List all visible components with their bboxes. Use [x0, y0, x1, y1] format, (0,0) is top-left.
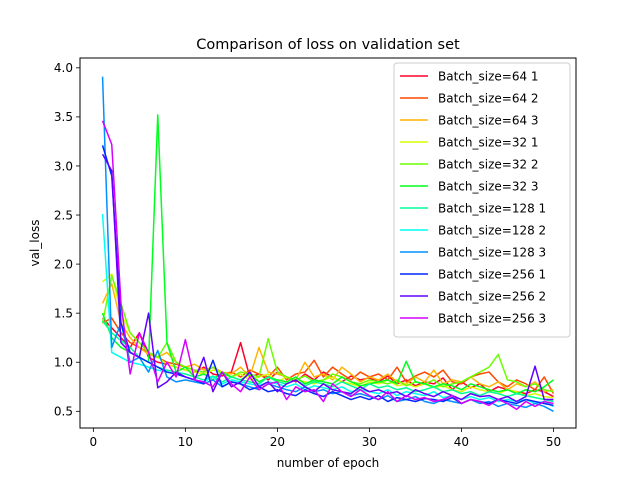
- chart-title: Comparison of loss on validation set: [196, 37, 460, 53]
- x-axis: 0 10 20 30 40 50: [90, 428, 561, 449]
- legend-entry-label: Batch_size=128 2: [438, 223, 546, 237]
- x-tick-label: 0: [90, 435, 98, 449]
- legend-entry-label: Batch_size=256 3: [438, 311, 546, 325]
- legend-entry-label: Batch_size=32 1: [438, 135, 539, 149]
- y-axis-label: val_loss: [28, 220, 42, 267]
- y-tick-label: 1.0: [54, 356, 73, 370]
- x-tick-label: 40: [454, 435, 469, 449]
- y-tick-label: 1.5: [54, 306, 73, 320]
- plot-lines: [101, 76, 555, 412]
- legend-entry-label: Batch_size=64 1: [438, 69, 539, 83]
- y-tick-label: 2.5: [54, 208, 73, 222]
- series-line-2: [102, 317, 555, 395]
- x-tick-label: 50: [546, 435, 561, 449]
- legend-entry-label: Batch_size=64 2: [438, 91, 539, 105]
- legend-entry-label: Batch_size=32 3: [438, 179, 539, 193]
- legend-entry-label: Batch_size=32 2: [438, 157, 539, 171]
- y-tick-label: 3.0: [54, 159, 73, 173]
- x-tick-label: 20: [270, 435, 285, 449]
- x-tick-label: 10: [178, 435, 193, 449]
- y-tick-label: 2.0: [54, 257, 73, 271]
- legend: Batch_size=64 1 Batch_size=64 2 Batch_size…: [393, 62, 571, 338]
- y-axis: 0.5 1.0 1.5 2.0 2.5 3.0 3.5 4.0: [54, 61, 80, 419]
- legend-entry-label: Batch_size=64 3: [438, 113, 539, 127]
- y-tick-label: 0.5: [54, 405, 73, 419]
- legend-box: [393, 62, 571, 338]
- y-tick-label: 3.5: [54, 110, 73, 124]
- plot-frame: [79, 57, 577, 429]
- legend-entry-label: Batch_size=256 1: [438, 267, 546, 281]
- x-tick-label: 30: [362, 435, 377, 449]
- x-axis-label: number of epoch: [277, 456, 380, 470]
- legend-entry-label: Batch_size=256 2: [438, 289, 546, 303]
- series-line-12: [101, 120, 554, 411]
- legend-entry-label: Batch_size=128 1: [438, 201, 546, 215]
- series-line-5: [101, 275, 554, 393]
- y-tick-label: 4.0: [54, 61, 73, 75]
- legend-entry-label: Batch_size=128 3: [438, 245, 546, 259]
